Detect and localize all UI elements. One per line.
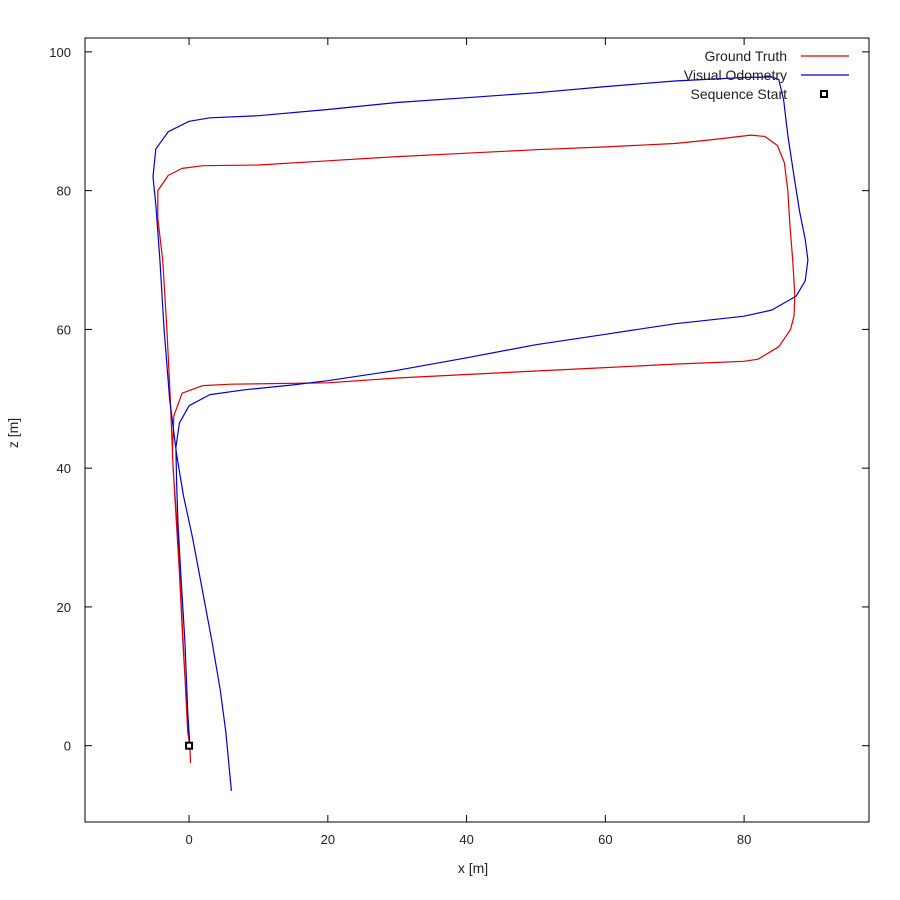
x-tick-label: 60 (598, 832, 612, 847)
y-axis-label: z [m] (5, 418, 21, 448)
y-tick-label: 80 (57, 184, 71, 199)
ticks-layer: 0 20 40 60 80 0 20 40 60 80 100 (49, 38, 869, 847)
x-axis-label: x [m] (458, 860, 488, 876)
legend-label-sequence-start: Sequence Start (690, 86, 787, 102)
y-tick-label: 20 (57, 600, 71, 615)
legend-label-visual-odometry: Visual Odometry (684, 67, 787, 83)
ground-truth-line (157, 134, 796, 764)
x-tick-label: 20 (321, 832, 335, 847)
y-tick-label: 40 (57, 461, 71, 476)
x-tick-label: 40 (459, 832, 473, 847)
plot-frame (84, 37, 870, 823)
x-tick-label: 80 (737, 832, 751, 847)
visual-odometry-line (152, 76, 809, 791)
series-layer (152, 76, 809, 791)
y-tick-label: 0 (64, 739, 71, 754)
legend: Ground Truth Visual Odometry Sequence Star… (684, 48, 849, 102)
sequence-start-marker (185, 741, 194, 750)
legend-swatch-sequence-start (820, 90, 828, 98)
y-tick-label: 60 (57, 322, 71, 337)
x-tick-label: 0 (185, 832, 192, 847)
y-tick-label: 100 (49, 45, 71, 60)
legend-label-ground-truth: Ground Truth (705, 48, 788, 64)
